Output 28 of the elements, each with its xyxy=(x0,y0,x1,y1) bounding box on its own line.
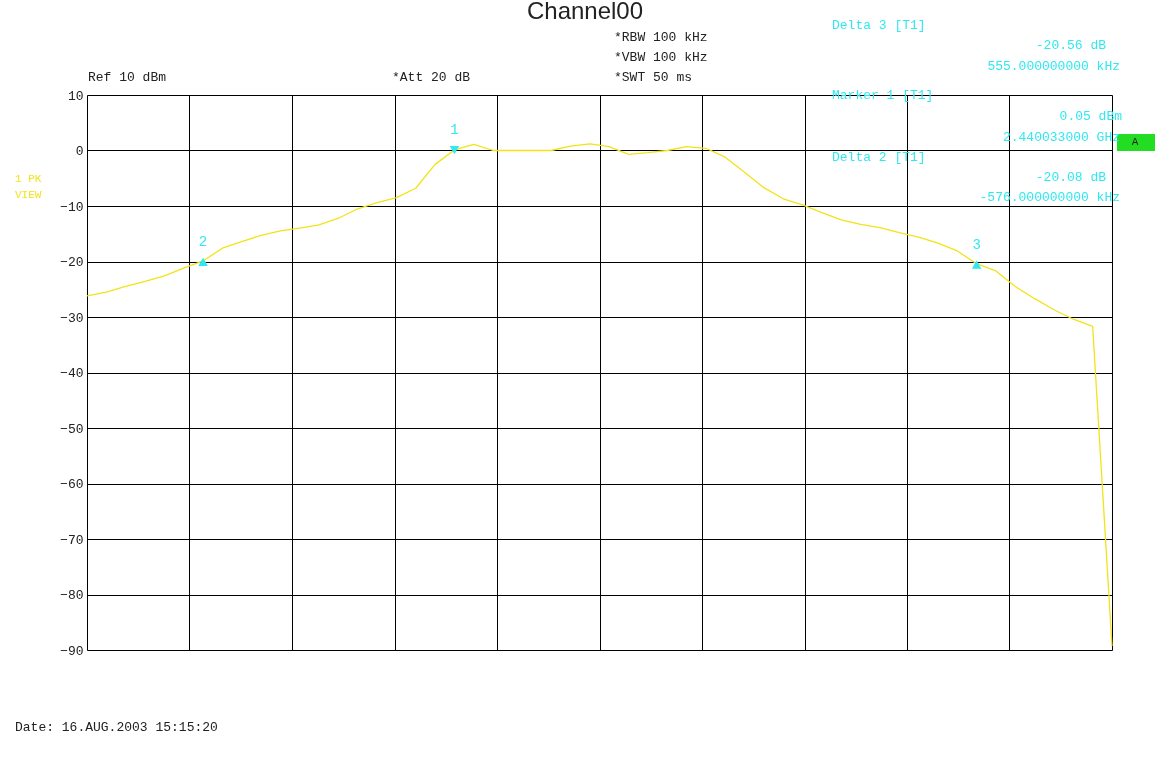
y-tick-label: −40 xyxy=(60,366,84,381)
text: -20.56 dB xyxy=(1035,38,1107,53)
y-tick-label: −30 xyxy=(60,310,84,326)
annotation: 3 xyxy=(972,236,981,253)
y-tick-label: −90 xyxy=(60,643,84,659)
y-tick-label: −20 xyxy=(60,255,84,270)
text: *RBW 100 kHz xyxy=(614,30,708,45)
annotation: -20.08 dB xyxy=(1035,170,1107,185)
y-tick-label: −10 xyxy=(60,199,84,215)
text: Delta 3 [T1] xyxy=(832,18,926,33)
annotation: 1 xyxy=(450,122,459,139)
text: VIEW xyxy=(15,189,42,201)
chart-title: Channel00 xyxy=(526,0,644,24)
text: Date: 16.AUG.2003 15:15:20 xyxy=(15,720,218,735)
y-tick-label: −60 xyxy=(60,477,84,492)
text: Ref 10 dBm xyxy=(88,70,167,85)
annotation: 2 xyxy=(198,233,208,250)
text: 1 PK xyxy=(15,173,42,185)
text: 555.000000000 kHz xyxy=(987,59,1120,74)
y-tick-label: −70 xyxy=(60,532,84,548)
text: A xyxy=(1131,136,1139,148)
y-tick-label: 0 xyxy=(75,144,84,159)
y-tick-label: −80 xyxy=(60,588,84,603)
y-tick-label: −50 xyxy=(60,421,84,437)
text: *Att 20 dB xyxy=(392,70,471,85)
text: *SWT 50 ms xyxy=(614,70,693,85)
text: *VBW 100 kHz xyxy=(614,50,708,65)
y-tick-label: 10 xyxy=(67,88,84,104)
